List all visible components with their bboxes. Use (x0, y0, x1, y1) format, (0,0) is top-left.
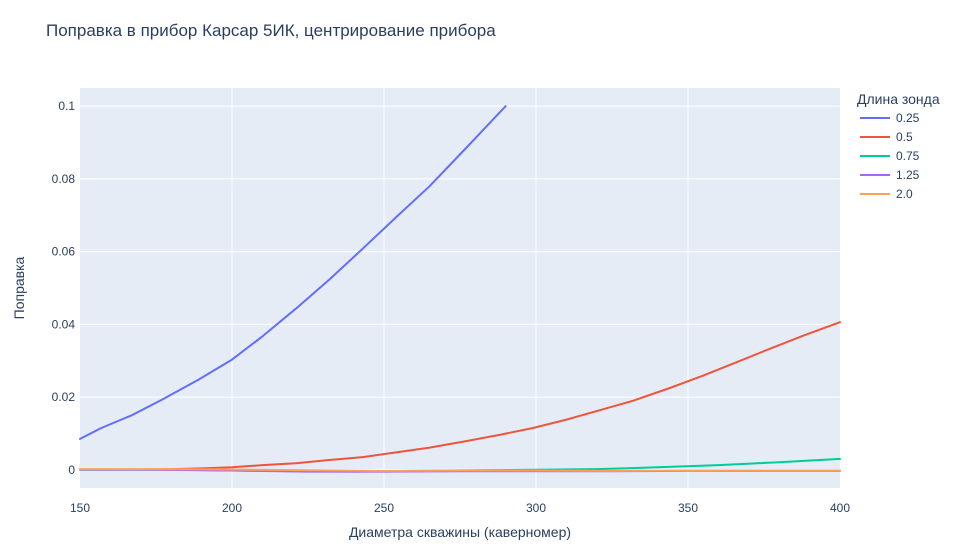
ticks: 150 200 250 300 350 400 0 0.02 0.04 0.06 0.08 0.1 (52, 99, 851, 515)
y-tick-label: 0.08 (52, 172, 76, 186)
x-tick-label: 350 (678, 501, 698, 515)
x-axis-title: Диаметра скважины (каверномер) (349, 524, 571, 540)
legend-title: Длина зонда (857, 91, 940, 107)
legend-label: 2.0 (896, 187, 913, 201)
plot-area (80, 88, 840, 488)
y-tick-label: 0 (68, 463, 75, 477)
y-tick-label: 0.1 (58, 99, 75, 113)
legend-label: 1.25 (896, 168, 920, 182)
legend-item-2.0[interactable]: 2.0 (860, 187, 913, 201)
x-tick-label: 250 (374, 501, 394, 515)
legend-item-0.25[interactable]: 0.25 (860, 111, 920, 125)
series-line-0.25 (79, 105, 507, 440)
legend-label: 0.25 (896, 111, 920, 125)
legend-label: 0.75 (896, 149, 920, 163)
y-tick-label: 0.02 (52, 390, 76, 404)
x-tick-label: 150 (70, 501, 90, 515)
y-tick-label: 0.06 (52, 245, 76, 259)
legend: Длина зонда 0.25 0.5 0.75 1.25 2.0 (857, 91, 940, 201)
legend-item-0.5[interactable]: 0.5 (860, 130, 913, 144)
legend-item-0.75[interactable]: 0.75 (860, 149, 920, 163)
series-line-2.0 (79, 468, 841, 472)
series-layer (79, 105, 841, 473)
y-tick-label: 0.04 (52, 317, 76, 331)
legend-label: 0.5 (896, 130, 913, 144)
legend-items: 0.25 0.5 0.75 1.25 2.0 (860, 111, 920, 201)
x-tick-label: 400 (830, 501, 850, 515)
y-axis-title: Поправка (11, 256, 27, 319)
x-tick-label: 300 (526, 501, 546, 515)
x-tick-label: 200 (222, 501, 242, 515)
chart-title: Поправка в прибор Карсар 5ИК, центрирова… (46, 21, 496, 40)
legend-item-1.25[interactable]: 1.25 (860, 168, 920, 182)
